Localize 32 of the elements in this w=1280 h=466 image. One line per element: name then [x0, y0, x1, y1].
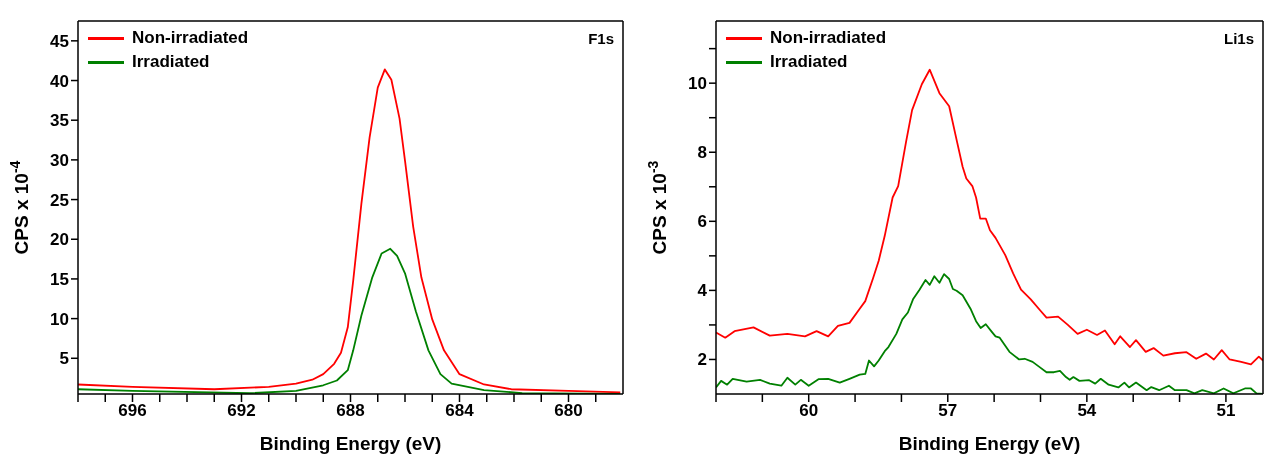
annotation: F1s [588, 30, 614, 47]
y-tick-label: 10 [688, 74, 707, 94]
x-tick-label: 680 [554, 401, 583, 421]
legend-label: Irradiated [132, 52, 210, 72]
y-tick-label: 8 [697, 143, 707, 163]
annotation: Li1s [1223, 30, 1254, 47]
legend-label: Non-irradiated [132, 28, 249, 48]
y-tick-label: 10 [50, 309, 69, 329]
y-tick-label: 30 [50, 150, 69, 170]
legend-label: Irradiated [770, 52, 848, 72]
x-tick-label: 60 [799, 401, 819, 421]
y-tick-label: 25 [50, 190, 69, 210]
y-tick-label: 35 [50, 111, 69, 131]
x-tick-label: 684 [445, 401, 475, 421]
x-tick-label: 696 [118, 401, 147, 421]
y-tick-label: 40 [50, 71, 69, 91]
x-tick-label: 692 [227, 401, 256, 421]
y-tick-label: 45 [50, 31, 69, 51]
x-tick-label: 54 [1077, 401, 1097, 421]
line-series [716, 68, 1263, 366]
x-tick-label: 57 [938, 401, 958, 421]
y-tick-label: 5 [59, 349, 69, 369]
x-axis-title: Binding Energy (eV) [259, 433, 442, 454]
y-tick-label: 20 [50, 230, 69, 250]
x-axis-title: Binding Energy (eV) [898, 433, 1081, 454]
y-tick-label: 2 [697, 350, 707, 370]
legend-label: Non-irradiated [770, 28, 887, 48]
y-tick-label: 6 [697, 212, 707, 232]
y-tick-label: 4 [697, 281, 708, 301]
x-tick-label: 688 [336, 401, 365, 421]
x-tick-label: 51 [1216, 401, 1236, 421]
y-tick-label: 15 [50, 269, 69, 289]
